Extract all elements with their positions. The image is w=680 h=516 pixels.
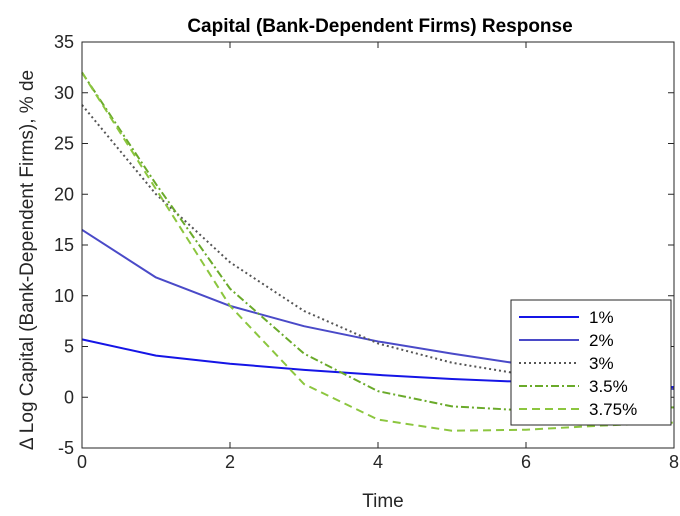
x-tick-label: 2	[225, 452, 235, 472]
y-tick-label: -5	[58, 438, 74, 458]
y-tick-label: 30	[54, 83, 74, 103]
x-axis-title: Time	[362, 491, 404, 512]
y-tick-label: 20	[54, 184, 74, 204]
legend: 1% 2% 3% 3.5% 3.75%	[510, 299, 672, 426]
series-line-5	[81, 71, 675, 432]
legend-label-4: 3.5%	[589, 377, 628, 396]
legend-label-3: 3%	[589, 354, 614, 373]
legend-label-5: 3.75%	[589, 400, 637, 419]
x-tick-label: 8	[669, 452, 679, 472]
series-line-3	[81, 104, 675, 390]
legend-label-2: 2%	[589, 331, 614, 350]
legend-box	[510, 299, 672, 426]
y-axis-title: Δ Log Capital (Bank-Dependent Firms), % …	[17, 70, 38, 450]
y-tick-label: 25	[54, 134, 74, 154]
y-tick-label: 15	[54, 235, 74, 255]
y-tick-label: 5	[64, 337, 74, 357]
x-tick-label: 0	[77, 452, 87, 472]
legend-label-1: 1%	[589, 308, 614, 327]
y-tick-label: 10	[54, 286, 74, 306]
x-tick-label: 4	[373, 452, 383, 472]
y-tick-label: 0	[64, 387, 74, 407]
y-tick-label: 35	[54, 32, 74, 52]
chart-title: Capital (Bank-Dependent Firms) Response	[187, 16, 572, 37]
x-tick-label: 6	[521, 452, 531, 472]
